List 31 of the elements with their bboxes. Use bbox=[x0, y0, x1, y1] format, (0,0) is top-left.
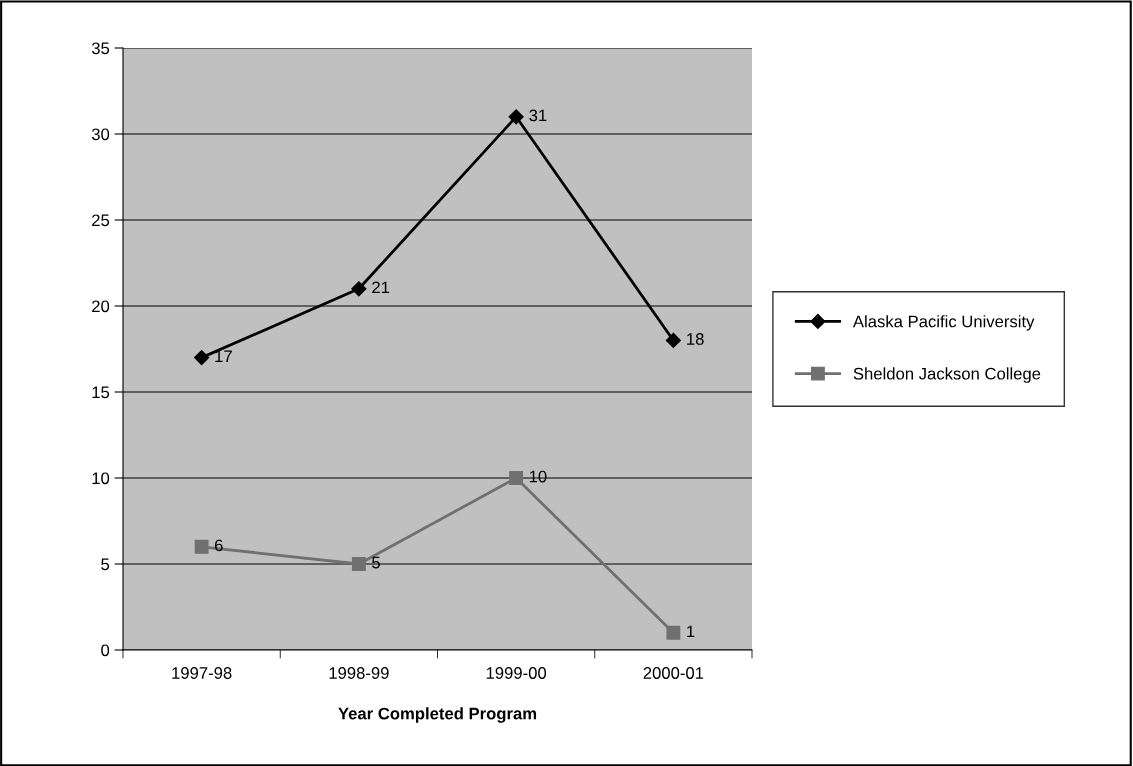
y-tick-label: 15 bbox=[92, 386, 110, 399]
y-tick-label: 5 bbox=[101, 558, 110, 571]
data-label: 10 bbox=[529, 470, 547, 483]
point bbox=[665, 332, 681, 348]
data-label: 18 bbox=[687, 333, 704, 345]
x-tick-label: 1998-99 bbox=[329, 667, 389, 679]
y-tick-label: 35 bbox=[91, 42, 110, 55]
y-tick-label: 10 bbox=[92, 472, 110, 485]
x-tick-label: 2000-01 bbox=[643, 667, 704, 679]
data-label: 5 bbox=[372, 556, 380, 569]
point bbox=[508, 109, 524, 125]
x-axis-title: Year Completed Program bbox=[338, 707, 537, 723]
x-tick-label: 1999-00 bbox=[486, 667, 547, 679]
x-tick-label: 1997-98 bbox=[172, 667, 232, 679]
point bbox=[194, 539, 209, 554]
point bbox=[194, 350, 210, 366]
data-label: 21 bbox=[372, 281, 390, 294]
y-tick-label: 0 bbox=[101, 644, 110, 657]
y-tick-label: 30 bbox=[91, 128, 110, 141]
data-label: 17 bbox=[215, 350, 232, 362]
data-label: 31 bbox=[529, 109, 547, 122]
legend-label: Alaska Pacific University bbox=[852, 315, 1035, 331]
point bbox=[666, 625, 681, 640]
y-tick-label: 25 bbox=[92, 214, 110, 227]
data-label: 1 bbox=[687, 625, 695, 638]
point bbox=[509, 471, 524, 485]
legend-label: Sheldon Jackson College bbox=[853, 367, 1041, 383]
data-label: 6 bbox=[214, 539, 223, 552]
point bbox=[351, 281, 367, 297]
y-tick-label: 20 bbox=[92, 300, 110, 313]
point bbox=[351, 557, 366, 571]
